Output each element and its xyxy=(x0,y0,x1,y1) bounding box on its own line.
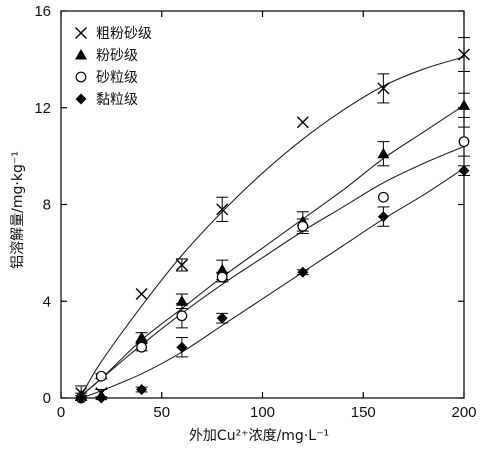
x-tick-label: 50 xyxy=(153,404,170,421)
data-points xyxy=(75,48,470,404)
data-point xyxy=(458,165,470,177)
data-point xyxy=(377,147,390,159)
data-point xyxy=(175,258,188,271)
data-point xyxy=(176,341,188,353)
legend-item: 粗粉砂级 xyxy=(75,26,152,42)
data-point xyxy=(377,211,389,223)
data-point xyxy=(136,384,148,396)
data-point xyxy=(135,287,148,300)
y-tick-label: 8 xyxy=(43,197,51,214)
y-tick-label: 0 xyxy=(43,390,51,407)
fit-curve xyxy=(80,145,465,397)
data-point xyxy=(95,370,107,382)
data-point xyxy=(458,99,470,110)
legend-label: 砂粒级 xyxy=(96,70,138,86)
data-point xyxy=(136,341,148,353)
y-tick-label: 16 xyxy=(34,3,51,20)
data-point xyxy=(458,136,470,148)
data-point xyxy=(135,331,148,343)
x-tick-label: 200 xyxy=(451,404,476,421)
legend-item: 粉砂级 xyxy=(75,48,138,64)
data-point xyxy=(378,191,389,203)
data-point xyxy=(296,116,309,129)
legend-marker xyxy=(75,93,87,105)
data-point xyxy=(458,48,470,61)
data-point xyxy=(176,310,188,322)
y-tick-label: 12 xyxy=(34,100,51,117)
data-point xyxy=(175,295,188,306)
data-point xyxy=(297,266,309,278)
data-point xyxy=(216,203,229,216)
data-point xyxy=(216,271,228,283)
legend-marker xyxy=(75,27,87,39)
legend-marker xyxy=(75,49,87,60)
legend-label: 粗粉砂级 xyxy=(96,26,152,42)
x-tick-label: 150 xyxy=(351,404,376,421)
legend-marker xyxy=(75,71,87,83)
axis-ticks: 0 50 100 150 200 0 4 8 12 16 xyxy=(34,3,476,421)
legend-item: 黏粒级 xyxy=(75,92,138,108)
data-point xyxy=(216,312,228,324)
data-point xyxy=(377,82,390,95)
legend-label: 粉砂级 xyxy=(96,48,138,64)
data-point xyxy=(75,392,87,404)
legend-label: 黏粒级 xyxy=(96,92,138,108)
legend-item: 砂粒级 xyxy=(75,70,138,86)
x-tick-label: 100 xyxy=(250,404,275,421)
data-point xyxy=(297,220,309,232)
fit-curves xyxy=(80,56,465,399)
y-tick-label: 4 xyxy=(43,293,51,310)
y-axis-title: 铝溶解量/mg·kg⁻¹ xyxy=(10,151,26,269)
x-tick-label: 0 xyxy=(57,404,65,421)
x-axis-title: 外加Cu²⁺浓度/mg·L⁻¹ xyxy=(189,428,329,444)
data-point xyxy=(95,392,107,404)
data-point xyxy=(216,263,229,275)
fit-curve xyxy=(80,167,465,399)
fit-curve xyxy=(80,56,465,396)
fit-curve xyxy=(80,104,465,397)
